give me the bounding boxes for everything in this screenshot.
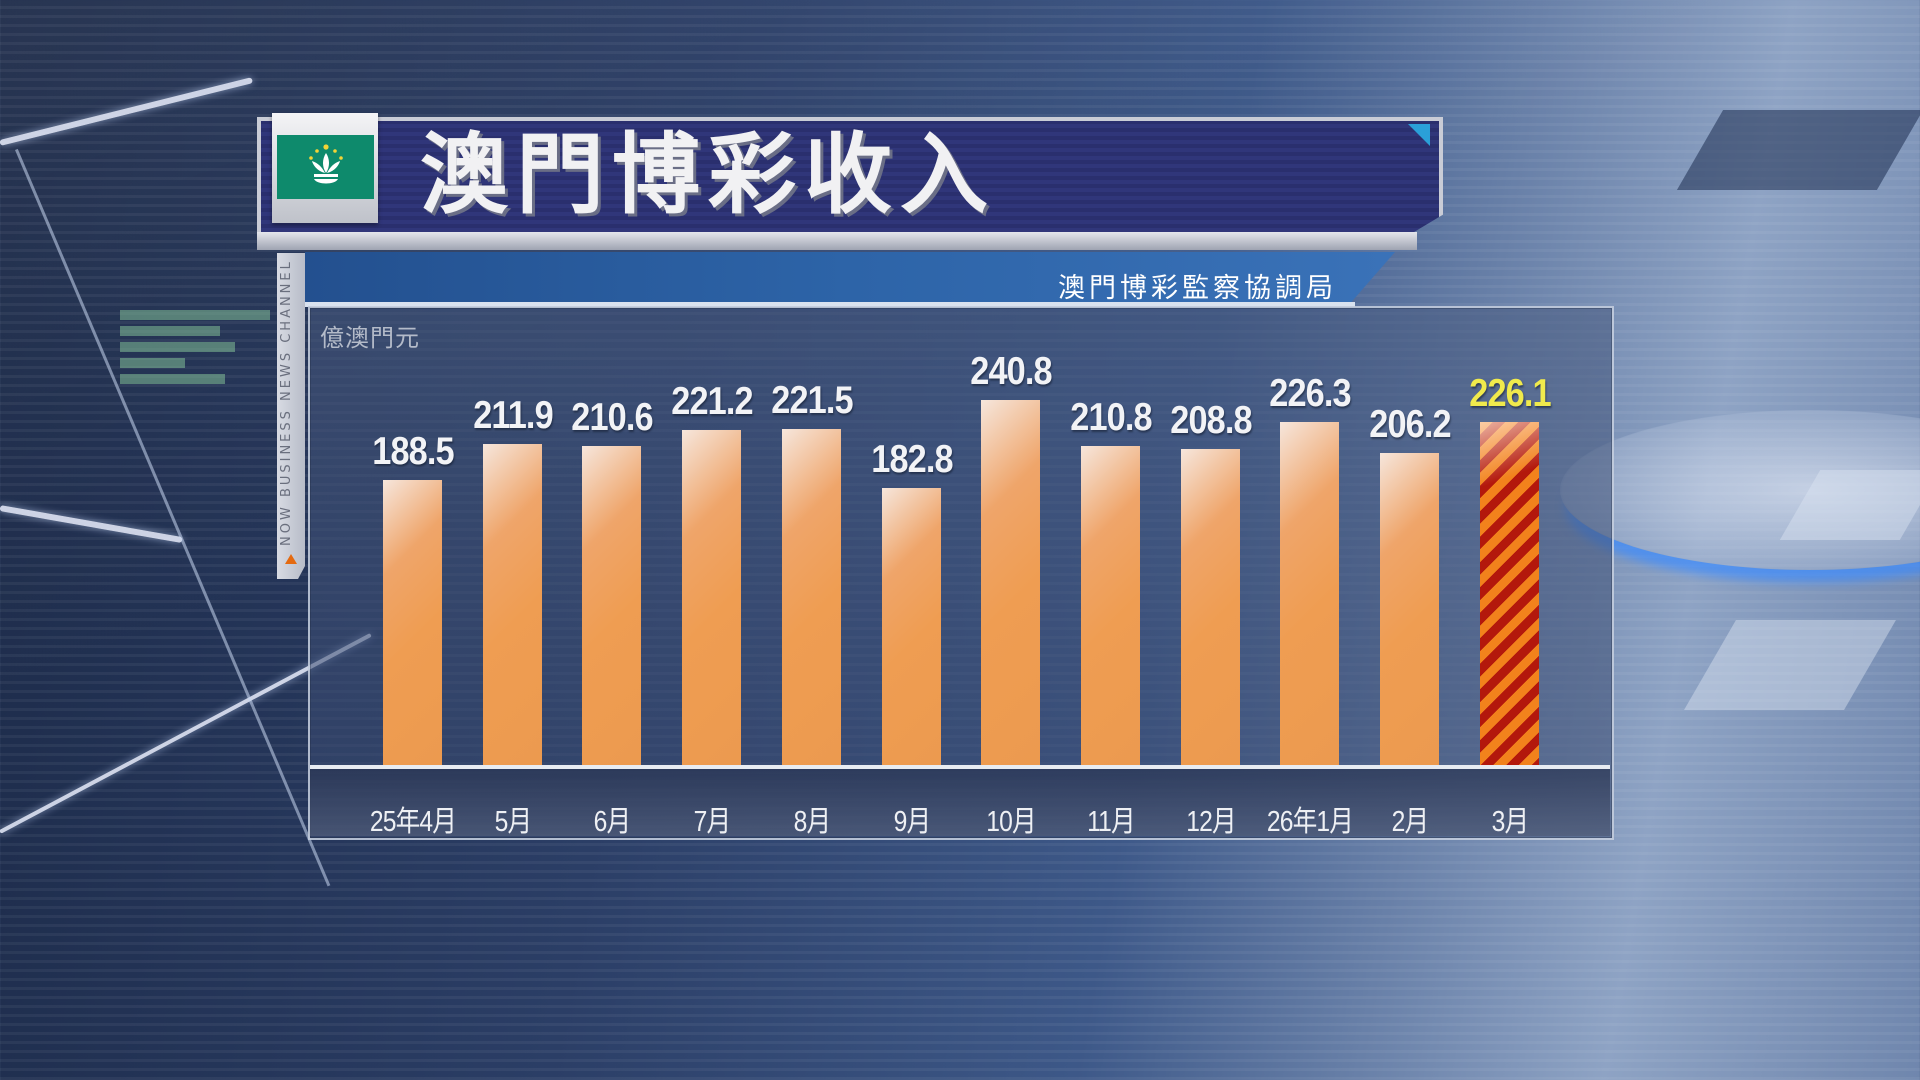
y-axis-unit-label: 億澳門元 [320, 324, 420, 352]
bar-value-label: 226.3 [1268, 372, 1351, 415]
bar-value-label: 226.1 [1468, 372, 1551, 415]
x-axis-tick-label: 9月 [893, 806, 931, 838]
source-underline [305, 302, 1355, 307]
channel-label: NOW BUSINESS NEWS CHANNEL [279, 259, 294, 546]
background-light-streak [0, 505, 183, 544]
bar-value-label: 210.6 [570, 396, 653, 439]
x-axis-tick-label: 10月 [985, 806, 1036, 838]
x-axis-tick-label: 5月 [494, 806, 532, 838]
bar-value-label: 221.2 [670, 380, 753, 423]
corner-accent-icon [1408, 124, 1430, 146]
triangle-up-icon [285, 554, 297, 564]
title-bar-rim [257, 232, 1417, 250]
x-axis-tick-label: 25年4月 [369, 806, 456, 838]
x-axis-tick-label: 6月 [593, 806, 631, 838]
bar-value-label: 221.5 [770, 379, 853, 422]
macau-flag-icon [277, 135, 374, 199]
x-axis-tick-label: 7月 [693, 806, 731, 838]
background-mini-chart [120, 310, 280, 390]
bar [1081, 446, 1140, 767]
x-axis-tick-label: 11月 [1086, 806, 1136, 838]
source-banner [305, 252, 1395, 302]
bar-value-label: 182.8 [870, 438, 953, 481]
x-axis-tick-label: 12月 [1185, 806, 1236, 838]
x-axis-tick-label: 8月 [793, 806, 831, 838]
background-light-streak [0, 77, 254, 146]
bar-value-label: 240.8 [969, 350, 1052, 393]
channel-strip [277, 253, 305, 579]
x-axis-tick-label: 2月 [1391, 806, 1429, 838]
bar-value-label: 210.8 [1069, 396, 1152, 439]
page-title: 澳門博彩收入 [420, 123, 997, 226]
background-tile [1676, 110, 1920, 190]
bar [1181, 449, 1240, 767]
title-bar [257, 117, 1443, 236]
bar [383, 480, 442, 767]
x-axis-tick-label: 3月 [1491, 806, 1529, 838]
bar [882, 488, 941, 767]
x-axis-tick-label: 26年1月 [1266, 806, 1353, 838]
bar-value-label: 206.2 [1368, 403, 1451, 446]
bar-value-label: 211.9 [472, 394, 553, 437]
bar [782, 429, 841, 767]
bar [682, 430, 741, 767]
bar [483, 444, 542, 767]
bar [1480, 422, 1539, 767]
background-tile [1684, 620, 1896, 710]
bar-value-label: 188.5 [371, 430, 454, 473]
source-label: 澳門博彩監察協調局 [1058, 273, 1337, 304]
bar [1380, 453, 1439, 767]
x-axis-band [310, 769, 1610, 836]
bar [582, 446, 641, 767]
x-axis-baseline [310, 765, 1610, 769]
bar-value-label: 208.8 [1169, 399, 1252, 442]
bar [1280, 422, 1339, 767]
bar [981, 400, 1040, 767]
